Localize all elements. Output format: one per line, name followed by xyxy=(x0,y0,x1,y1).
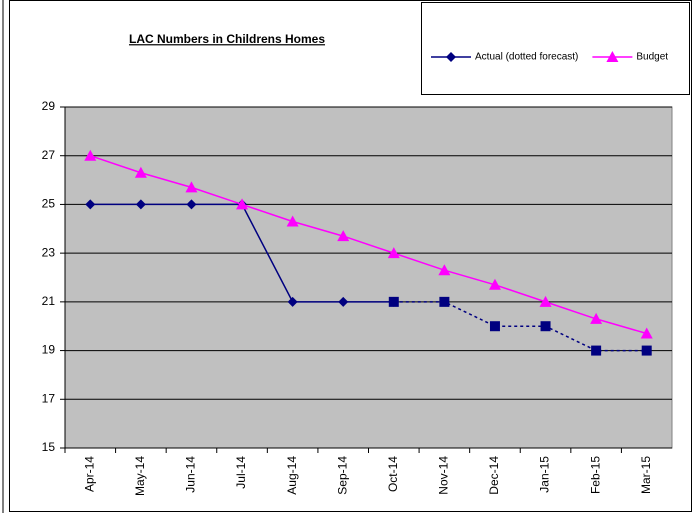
series-line xyxy=(393,301,647,352)
plot-area xyxy=(64,106,673,449)
data-point xyxy=(85,199,96,210)
data-point xyxy=(539,295,552,307)
legend-marker xyxy=(606,51,619,62)
legend-label: Actual (dotted forecast) xyxy=(475,52,578,63)
data-point xyxy=(286,215,299,227)
y-tick-label: 21 xyxy=(42,294,56,308)
series-line xyxy=(90,155,647,335)
y-tick-label: 27 xyxy=(42,148,56,162)
data-point xyxy=(591,345,602,356)
data-point xyxy=(337,230,350,242)
x-tick-label: Sep-14 xyxy=(335,456,349,495)
data-point xyxy=(438,264,451,276)
y-tick-label: 25 xyxy=(42,197,56,211)
x-tick-label: Apr-14 xyxy=(82,456,96,492)
x-tick-label: Jun-14 xyxy=(184,456,198,493)
y-tick-label: 15 xyxy=(42,440,56,454)
data-point xyxy=(590,312,603,324)
x-tick-label: May-14 xyxy=(133,456,147,496)
x-tick-label: Nov-14 xyxy=(437,456,451,495)
chart-frame xyxy=(9,0,692,512)
legend-box xyxy=(421,2,690,95)
data-point xyxy=(236,198,249,210)
x-tick-label: Oct-14 xyxy=(386,456,400,492)
data-point xyxy=(186,199,197,210)
data-point xyxy=(640,327,653,339)
y-tick-label: 19 xyxy=(42,343,56,357)
x-tick-label: Feb-15 xyxy=(588,456,602,494)
data-point xyxy=(388,296,399,307)
chart-title: LAC Numbers in Childrens Homes xyxy=(129,32,325,46)
data-point xyxy=(489,321,500,332)
data-point xyxy=(84,149,97,161)
x-tick-label: Jan-15 xyxy=(538,456,552,493)
data-point xyxy=(134,166,147,178)
legend-label: Budget xyxy=(636,52,668,63)
data-point xyxy=(641,345,652,356)
legend-marker xyxy=(446,52,456,62)
data-point xyxy=(338,296,349,307)
x-tick-label: Aug-14 xyxy=(285,456,299,495)
data-point xyxy=(185,181,198,193)
y-tick-label: 23 xyxy=(42,245,56,259)
x-tick-label: Mar-15 xyxy=(639,456,653,494)
data-point xyxy=(439,296,450,307)
x-tick-label: Jul-14 xyxy=(234,456,248,489)
y-tick-label: 29 xyxy=(42,99,56,113)
x-tick-label: Dec-14 xyxy=(487,456,501,495)
y-tick-label: 17 xyxy=(42,391,56,405)
data-point xyxy=(488,278,501,290)
data-point xyxy=(540,321,551,332)
data-point xyxy=(287,296,298,307)
data-point xyxy=(387,247,400,259)
data-point xyxy=(135,199,146,210)
